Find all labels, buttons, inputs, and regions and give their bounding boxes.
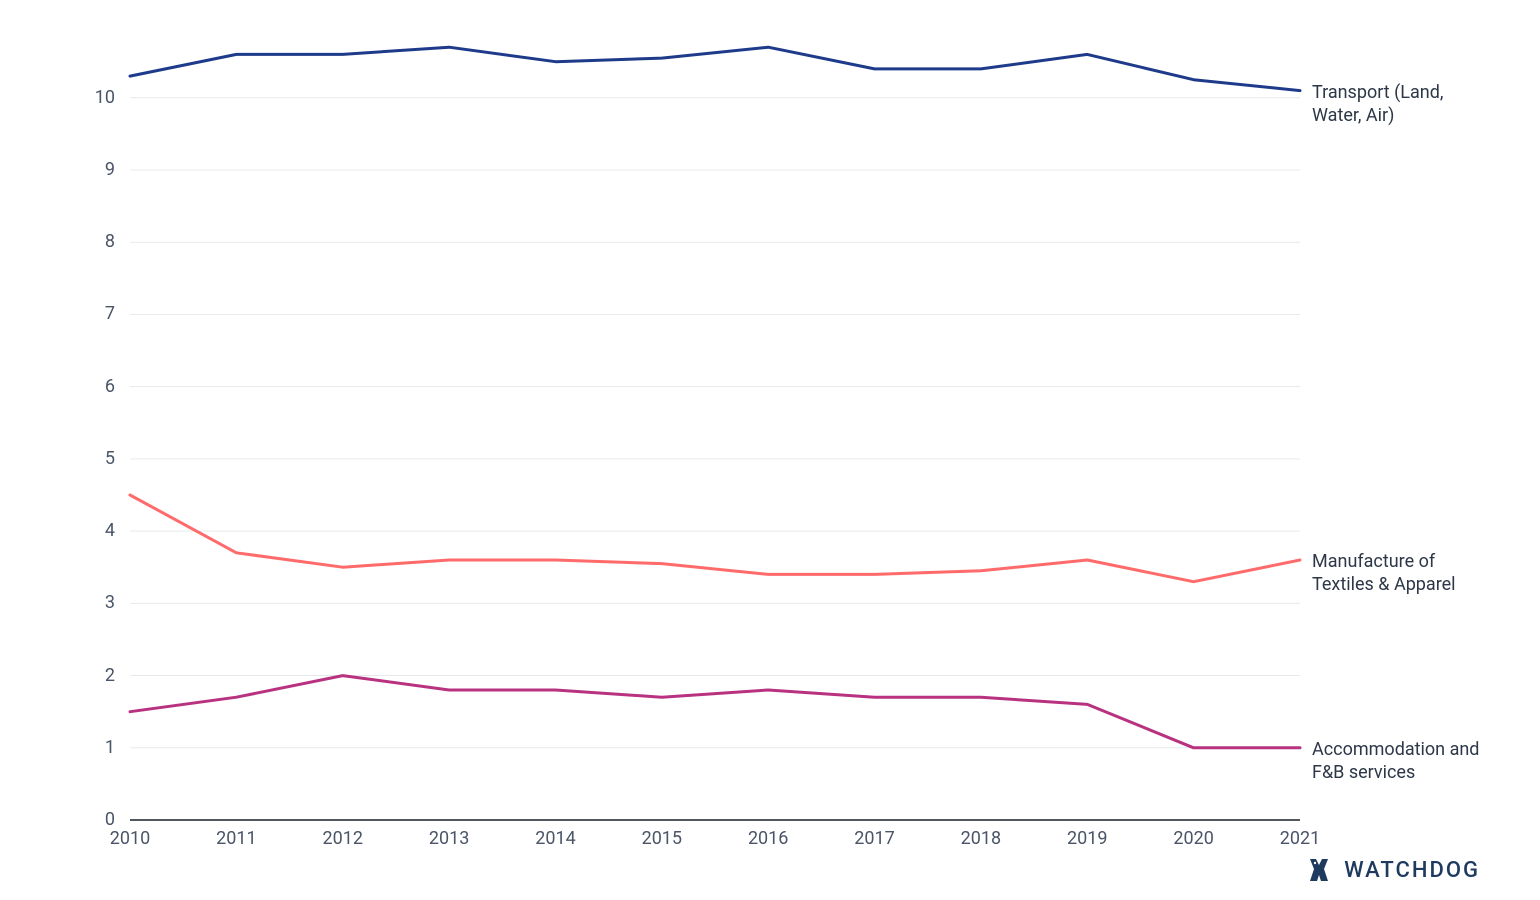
brand-logo: WATCHDOG — [1304, 855, 1480, 885]
x-tick-label: 2018 — [941, 828, 1021, 849]
x-tick-label: 2013 — [409, 828, 489, 849]
y-tick-label: 4 — [40, 520, 115, 541]
y-tick-label: 3 — [40, 592, 115, 613]
series-label: Transport (Land, Water, Air) — [1312, 81, 1480, 128]
y-tick-label: 5 — [40, 448, 115, 469]
x-tick-label: 2017 — [835, 828, 915, 849]
brand-text: WATCHDOG — [1344, 858, 1480, 883]
series-label: Accommodation and F&B services — [1312, 738, 1480, 785]
y-tick-label: 10 — [40, 87, 115, 108]
y-tick-label: 7 — [40, 303, 115, 324]
y-tick-label: 0 — [40, 809, 115, 830]
x-tick-label: 2014 — [515, 828, 595, 849]
series-label: Manufacture of Textiles & Apparel — [1312, 550, 1480, 597]
x-tick-label: 2016 — [728, 828, 808, 849]
watchdog-icon — [1304, 855, 1334, 885]
y-tick-label: 6 — [40, 376, 115, 397]
chart-container: 0123456789102010201120122013201420152016… — [40, 20, 1480, 840]
y-tick-label: 9 — [40, 159, 115, 180]
x-tick-label: 2010 — [90, 828, 170, 849]
x-tick-label: 2020 — [1154, 828, 1234, 849]
x-tick-label: 2015 — [622, 828, 702, 849]
x-tick-label: 2011 — [196, 828, 276, 849]
y-tick-label: 2 — [40, 665, 115, 686]
x-tick-label: 2021 — [1260, 828, 1340, 849]
line-chart-svg — [40, 20, 1480, 840]
x-tick-label: 2019 — [1047, 828, 1127, 849]
y-tick-label: 8 — [40, 231, 115, 252]
x-tick-label: 2012 — [303, 828, 383, 849]
y-tick-label: 1 — [40, 737, 115, 758]
